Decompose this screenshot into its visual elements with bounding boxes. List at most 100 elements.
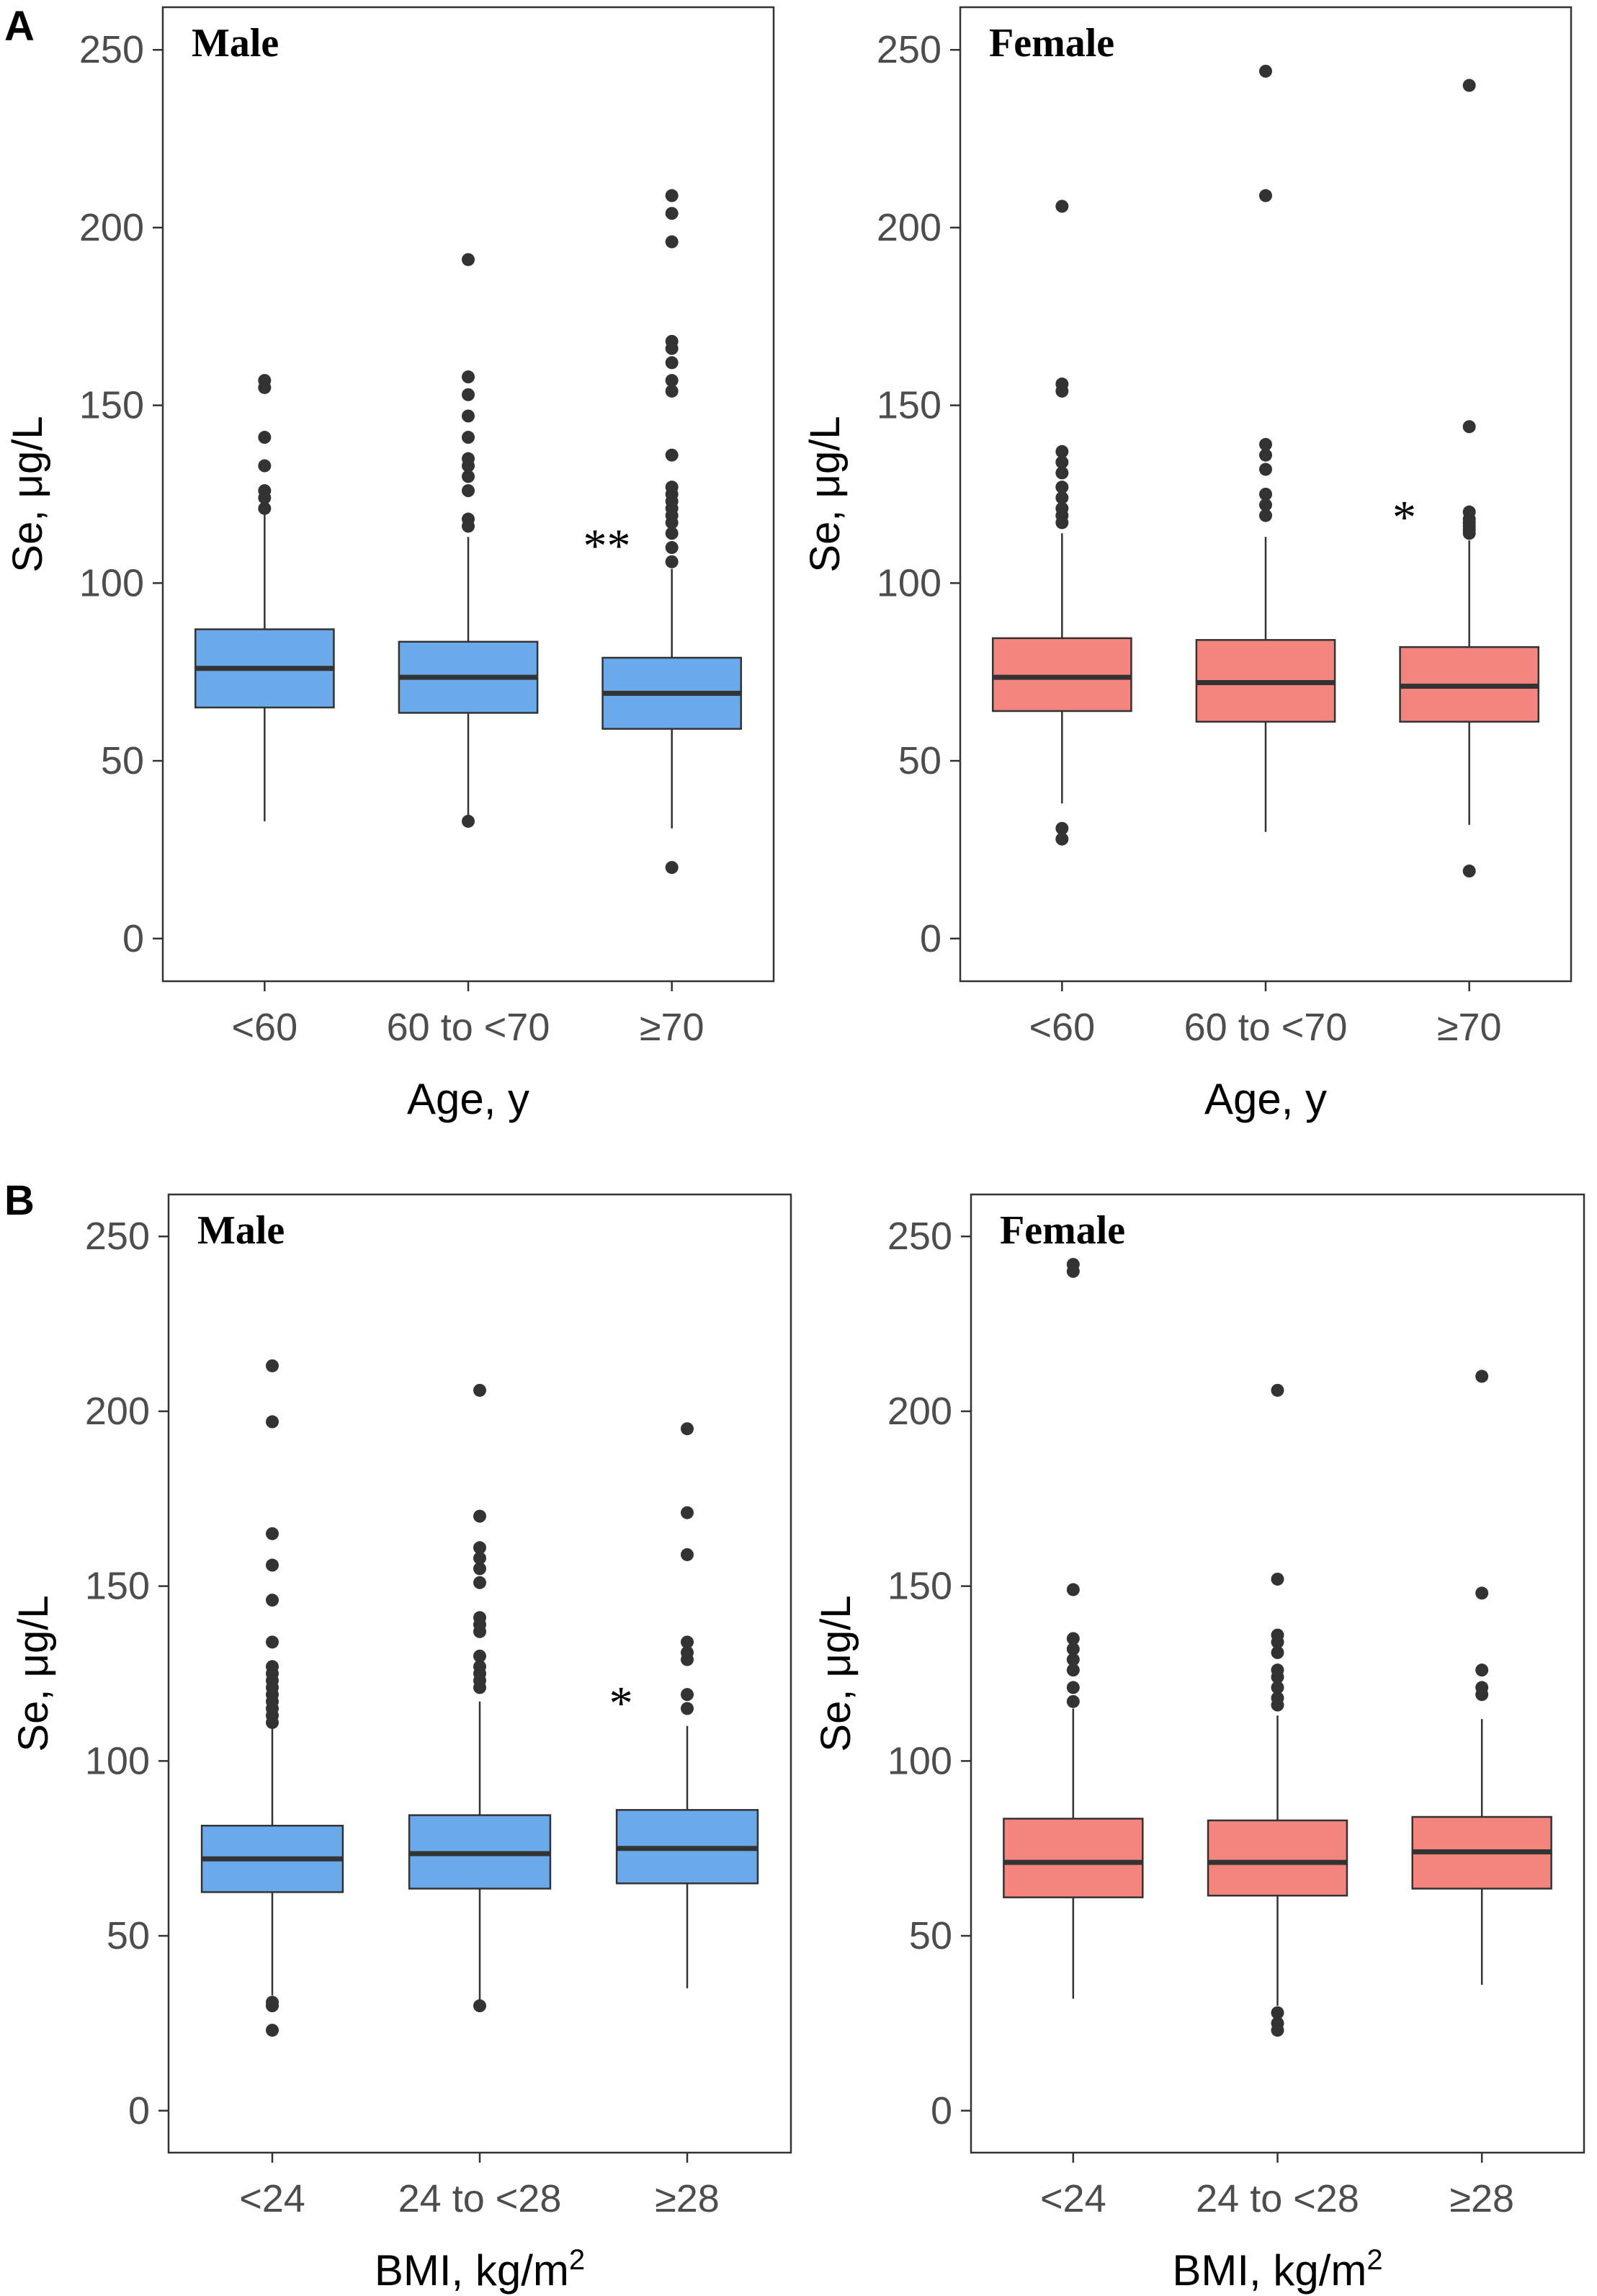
y-tick-label: 100 [887, 1739, 952, 1782]
outlier-point [1259, 437, 1272, 451]
outlier-point [1271, 2016, 1284, 2030]
y-axis-title: Se, μg/L [10, 1595, 57, 1751]
outlier-point [681, 1688, 694, 1702]
x-tick-label: 24 to <28 [1196, 2177, 1359, 2220]
panel-title: Female [1000, 1208, 1125, 1253]
outlier-point [665, 189, 679, 202]
y-tick-label: 0 [920, 917, 941, 960]
y-tick-label: 250 [79, 28, 144, 71]
box-group: * [609, 1422, 759, 1988]
outlier-point [266, 1359, 279, 1372]
outlier-point [473, 1383, 486, 1397]
outlier-point [1462, 420, 1476, 434]
y-tick-label: 250 [877, 28, 941, 71]
outlier-point [1066, 1663, 1080, 1677]
outlier-point [473, 1562, 486, 1576]
outlier-point [266, 1635, 279, 1649]
outlier-point [1259, 463, 1272, 476]
x-axis-title: Age, y [1204, 1075, 1327, 1123]
outlier-point [1066, 1681, 1080, 1694]
outlier-point [1259, 488, 1272, 501]
outlier-point [266, 1660, 279, 1674]
y-tick-label: 200 [887, 1390, 952, 1433]
outlier-point [665, 356, 679, 370]
y-axis-title: Se, μg/L [4, 416, 51, 572]
box-group [408, 1383, 552, 2013]
y-tick-label: 250 [887, 1215, 952, 1258]
y-tick-label: 0 [122, 917, 144, 960]
x-tick-label: <60 [1029, 1006, 1096, 1049]
outlier-point [473, 1509, 486, 1523]
box-group [194, 374, 335, 821]
x-tick-label: 60 to <70 [1184, 1006, 1348, 1049]
y-tick-label: 150 [79, 384, 144, 427]
outlier-point [473, 1999, 486, 2013]
outlier-point [462, 431, 475, 445]
outlier-point [462, 388, 475, 401]
outlier-point [1055, 821, 1069, 835]
box [1207, 1819, 1348, 1897]
chart-panel-2: Female 0 50 100 150 200 250 Se, μg/L <60 60 to <7… [802, 6, 1573, 1123]
y-tick-label: 0 [128, 2089, 150, 2132]
outlier-point [258, 459, 272, 473]
outlier-point [266, 1527, 279, 1540]
outlier-point [681, 1506, 694, 1519]
box-group [200, 1359, 344, 2037]
outlier-point [473, 1541, 486, 1555]
box-group [1411, 1370, 1552, 1985]
outlier-point [1055, 466, 1069, 480]
outlier-point [1271, 2006, 1284, 2019]
outlier-point [1055, 481, 1069, 494]
y-tick-label: 150 [85, 1565, 150, 1608]
box-group [1003, 1258, 1144, 1999]
outlier-point [1271, 1663, 1284, 1677]
outlier-point [665, 448, 679, 462]
outlier-point [1259, 189, 1272, 202]
box-group [398, 253, 539, 828]
outlier-point [665, 374, 679, 388]
outlier-point [1055, 378, 1069, 391]
outlier-point [258, 501, 272, 515]
outlier-point [473, 1649, 486, 1663]
y-axis-title: Se, μg/L [802, 416, 849, 572]
outlier-point [1055, 200, 1069, 213]
x-axis-title: Age, y [407, 1075, 529, 1123]
outlier-point [462, 814, 475, 828]
panel-title: Male [192, 21, 279, 66]
x-tick-label: 24 to <28 [398, 2177, 562, 2220]
outlier-point [1475, 1586, 1489, 1600]
x-tick-label: <60 [232, 1006, 298, 1049]
panel-title: Male [197, 1208, 285, 1253]
outlier-point [462, 512, 475, 526]
outlier-point [1271, 1628, 1284, 1642]
outlier-point [1055, 832, 1069, 846]
outlier-point [462, 484, 475, 498]
x-tick-label: 60 to <70 [387, 1006, 550, 1049]
outlier-point [266, 1558, 279, 1572]
outlier-point [1271, 1681, 1284, 1694]
outlier-point [1271, 1645, 1284, 1659]
outlier-point [1475, 1370, 1489, 1383]
outlier-point [473, 1551, 486, 1565]
significance-label: ** [583, 520, 631, 573]
x-axis-title: BMI, kg/m2 [1172, 2244, 1382, 2295]
outlier-point [1259, 64, 1272, 78]
outlier-point [681, 1645, 694, 1659]
x-tick-label: ≥70 [640, 1006, 704, 1049]
outlier-point [1055, 501, 1069, 515]
outlier-point [1055, 455, 1069, 469]
y-axis-title: Se, μg/L [813, 1595, 859, 1751]
outlier-point [462, 409, 475, 423]
y-tick-label: 50 [107, 1914, 150, 1957]
outlier-point [1055, 445, 1069, 458]
y-tick-label: 200 [877, 206, 941, 249]
outlier-point [1066, 1643, 1080, 1656]
significance-label: * [609, 1677, 633, 1730]
y-tick-label: 150 [877, 384, 941, 427]
outlier-point [1462, 505, 1476, 519]
outlier-point [1066, 1632, 1080, 1645]
outlier-point [258, 431, 272, 445]
outlier-point [266, 1415, 279, 1429]
outlier-point [681, 1547, 694, 1561]
x-tick-label: ≥70 [1437, 1006, 1502, 1049]
